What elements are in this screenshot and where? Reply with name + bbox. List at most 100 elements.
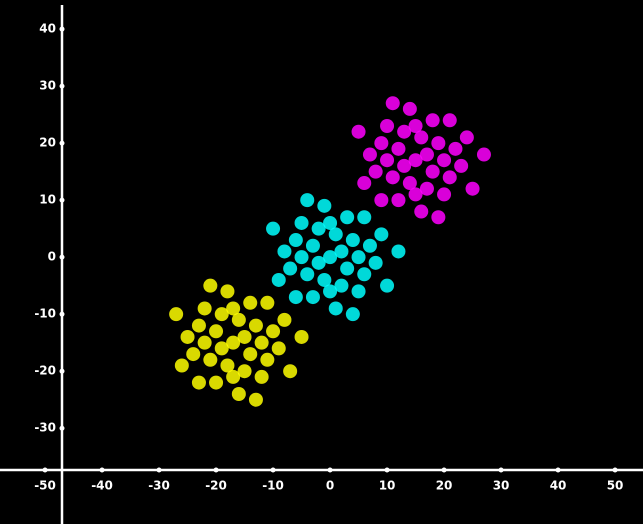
point [191,318,206,333]
point [271,272,286,287]
x-tick-label: 10 [379,479,396,493]
point [277,244,292,259]
point [248,392,263,407]
x-tick [555,467,561,473]
point [340,261,355,276]
x-tick [327,467,333,473]
point [345,307,360,322]
x-tick [612,467,618,473]
point [357,267,372,282]
x-tick-label: -40 [91,479,113,493]
point [397,124,412,139]
point [197,335,212,350]
point [237,329,252,344]
point [203,278,218,293]
point [345,233,360,248]
point [419,181,434,196]
point [380,119,395,134]
point [305,238,320,253]
point [231,386,246,401]
point [380,153,395,168]
point [454,158,469,173]
point [317,272,332,287]
point [323,215,338,230]
point [260,352,275,367]
point [374,227,389,242]
point [254,369,269,384]
point [431,136,446,151]
point [442,113,457,128]
point [357,210,372,225]
x-tick-label: -10 [262,479,284,493]
point [385,170,400,185]
point [294,250,309,265]
point [174,358,189,373]
y-tick-label: -30 [34,421,56,435]
point [243,347,258,362]
point [448,141,463,156]
x-tick [270,467,276,473]
point [425,164,440,179]
y-tick-label: -20 [34,364,56,378]
x-tick [42,467,48,473]
point [288,290,303,305]
x-tick-label: 30 [493,479,510,493]
point [437,187,452,202]
y-tick [59,140,65,146]
point [266,324,281,339]
y-tick-label: -10 [34,307,56,321]
point [402,101,417,116]
point [414,204,429,219]
points [169,96,491,407]
y-tick [59,254,65,260]
y-tick-label: 40 [39,22,56,36]
point [288,233,303,248]
point [180,329,195,344]
x-tick-label: -20 [205,479,227,493]
point [391,141,406,156]
x-tick [99,467,105,473]
point [311,221,326,236]
point [283,261,298,276]
point [340,210,355,225]
point [374,136,389,151]
point [414,130,429,145]
point [300,267,315,282]
point [209,324,224,339]
point [351,284,366,299]
point [209,375,224,390]
y-tick [59,425,65,431]
point [334,278,349,293]
point [220,358,235,373]
point [442,170,457,185]
point [169,307,184,322]
point [305,290,320,305]
point [402,176,417,191]
point [226,335,241,350]
point [357,176,372,191]
point [231,312,246,327]
x-tick-label: 50 [607,479,624,493]
y-tick [59,368,65,374]
y-tick-label: 20 [39,136,56,150]
point [328,301,343,316]
point [294,329,309,344]
point [254,335,269,350]
point [437,153,452,168]
x-tick [213,467,219,473]
y-tick-label: 0 [48,250,56,264]
point [311,255,326,270]
point [351,250,366,265]
point [226,301,241,316]
point [186,347,201,362]
x-tick-label: 40 [550,479,567,493]
y-tick-label: 30 [39,79,56,93]
point [334,244,349,259]
y-tick [59,26,65,32]
point [294,215,309,230]
point [368,255,383,270]
point [362,238,377,253]
point [203,352,218,367]
point [397,158,412,173]
x-tick [441,467,447,473]
